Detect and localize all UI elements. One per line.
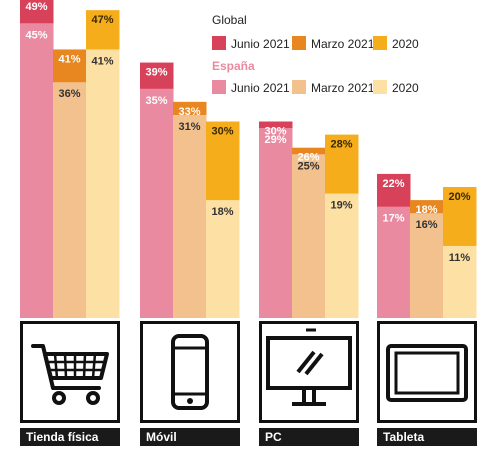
value-label-spain-movil-2020: 18% — [211, 206, 233, 218]
bars-layer — [20, 0, 477, 319]
legend-label-global-junio-2021: Junio 2021 — [231, 37, 290, 51]
value-label-spain-tableta-marzo-2021: 16% — [415, 219, 437, 231]
legend: Global España Junio 2021 Marzo 2021 2020 Ju… — [212, 13, 419, 95]
bar-spain-tableta-2020 — [443, 245, 477, 318]
legend-swatch-global-2020 — [373, 36, 387, 50]
value-label-global-tienda-fisica-junio-2021: 49% — [25, 1, 47, 13]
value-label-global-movil-2020: 30% — [211, 126, 233, 138]
bar-spain-pc-2020 — [325, 193, 359, 318]
value-label-spain-tienda-fisica-junio-2021: 45% — [25, 29, 47, 41]
value-label-spain-pc-2020: 19% — [330, 200, 352, 212]
legend-label-global-marzo-2021: Marzo 2021 — [311, 37, 375, 51]
tablet-icon — [377, 321, 477, 423]
value-label-spain-movil-marzo-2021: 31% — [178, 121, 200, 133]
desktop-monitor-icon — [259, 321, 359, 423]
category-label-tienda-fisica: Tienda física — [20, 428, 120, 446]
value-label-global-pc-marzo-2021: 26% — [297, 152, 319, 164]
bar-spain-pc-marzo-2021 — [292, 154, 326, 318]
category-label-movil: Móvil — [140, 428, 240, 446]
legend-swatch-global-junio-2021 — [212, 36, 226, 50]
legend-label-spain-2020: 2020 — [392, 81, 419, 95]
bar-spain-pc-junio-2021 — [259, 128, 293, 318]
value-labels-layer: 49%45%41%36%47%41%39%35%33%31% 30%18%30%2… — [25, 1, 470, 264]
legend-heading-spain: España — [212, 59, 255, 73]
smartphone-icon — [140, 321, 240, 423]
value-label-global-tienda-fisica-marzo-2021: 41% — [58, 53, 80, 65]
legend-heading-global: Global — [212, 13, 247, 27]
value-label-spain-movil-junio-2021: 35% — [145, 95, 167, 107]
bar-spain-tableta-marzo-2021 — [410, 213, 444, 318]
value-label-global-pc-2020: 28% — [330, 139, 352, 151]
legend-label-spain-junio-2021: Junio 2021 — [231, 81, 290, 95]
value-label-spain-tableta-junio-2021: 17% — [382, 213, 404, 225]
category-label-tableta: Tableta — [377, 428, 477, 446]
bar-spain-movil-marzo-2021 — [173, 114, 207, 318]
value-label-global-movil-junio-2021: 39% — [145, 67, 167, 79]
bar-spain-tienda-fisica-junio-2021 — [20, 23, 54, 318]
bar-spain-tienda-fisica-marzo-2021 — [53, 82, 87, 318]
value-label-spain-tienda-fisica-marzo-2021: 36% — [58, 88, 80, 100]
value-label-spain-tienda-fisica-2020: 41% — [91, 55, 113, 67]
legend-label-spain-marzo-2021: Marzo 2021 — [311, 81, 375, 95]
legend-swatch-spain-marzo-2021 — [292, 80, 306, 94]
value-label-spain-pc-marzo-2021: 25% — [297, 160, 319, 172]
bar-spain-tableta-junio-2021 — [377, 206, 411, 318]
value-label-spain-pc-junio-2021: 29% — [264, 134, 286, 146]
legend-swatch-spain-2020 — [373, 80, 387, 94]
bar-spain-movil-2020 — [206, 200, 240, 318]
value-label-spain-tableta-2020: 11% — [449, 252, 471, 264]
bar-spain-movil-junio-2021 — [140, 88, 174, 318]
value-label-global-tienda-fisica-2020: 47% — [91, 14, 113, 26]
legend-label-global-2020: 2020 — [392, 37, 419, 51]
shopping-cart-icon — [20, 321, 120, 423]
value-label-global-tableta-junio-2021: 22% — [382, 178, 404, 190]
value-label-global-tableta-marzo-2021: 18% — [415, 204, 437, 216]
value-label-global-pc-junio-2021: 30% — [264, 126, 286, 138]
legend-swatch-global-marzo-2021 — [292, 36, 306, 50]
bar-spain-tienda-fisica-2020 — [86, 49, 120, 318]
legend-swatch-spain-junio-2021 — [212, 80, 226, 94]
value-label-global-tableta-2020: 20% — [448, 191, 470, 203]
value-label-global-movil-marzo-2021: 33% — [178, 106, 200, 118]
category-label-pc: PC — [259, 428, 359, 446]
